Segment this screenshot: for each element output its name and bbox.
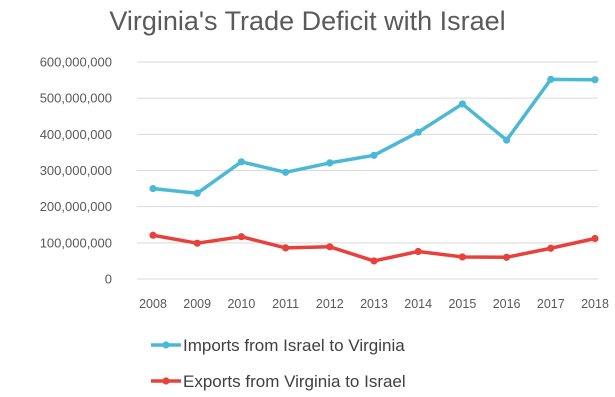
y-tick-label: 100,000,000 [40,235,112,250]
x-tick-label: 2013 [360,297,388,311]
data-point [282,244,290,252]
legend-swatch-marker [162,341,170,349]
x-tick-label: 2015 [448,297,476,311]
x-tick-label: 2010 [227,297,255,311]
data-point [458,100,466,108]
data-point [547,244,555,252]
data-point [591,234,599,243]
legend-swatch-marker [162,377,170,385]
x-tick-label: 2008 [139,297,167,311]
y-tick-label: 600,000,000 [40,55,112,70]
series-line-2 [151,233,597,263]
x-tick-label: 2014 [404,297,432,311]
legend-label: Imports from Israel to Virginia [183,336,405,355]
data-point [149,231,157,239]
data-point [193,189,201,197]
data-point [591,76,599,84]
y-tick-label: 300,000,000 [40,163,112,178]
data-point [370,151,378,159]
y-tick-label: 400,000,000 [40,127,112,142]
data-point [237,158,245,166]
data-point [193,239,201,247]
y-tick-label: 0 [105,272,112,287]
data-point [149,184,157,193]
y-tick-label: 500,000,000 [40,91,112,106]
series-line-1 [151,77,597,196]
data-point [326,159,334,167]
x-tick-label: 2016 [493,297,521,311]
data-point [326,243,334,251]
data-point [458,253,466,261]
chart-title: Virginia's Trade Deficit with Israel [109,6,506,36]
data-point [414,128,422,136]
data-point [503,136,511,144]
x-tick-label: 2012 [316,297,344,311]
data-point [237,233,245,241]
data-point [547,75,555,83]
data-point [282,168,290,176]
x-tick-label: 2018 [581,297,609,311]
y-tick-label: 200,000,000 [40,199,112,214]
x-tick-label: 2017 [537,297,565,311]
data-point [370,257,378,265]
x-tick-label: 2009 [183,297,211,311]
data-point [414,247,422,256]
data-point [503,253,511,261]
x-tick-label: 2011 [272,297,299,311]
legend-label: Exports from Virginia to Israel [183,372,406,391]
